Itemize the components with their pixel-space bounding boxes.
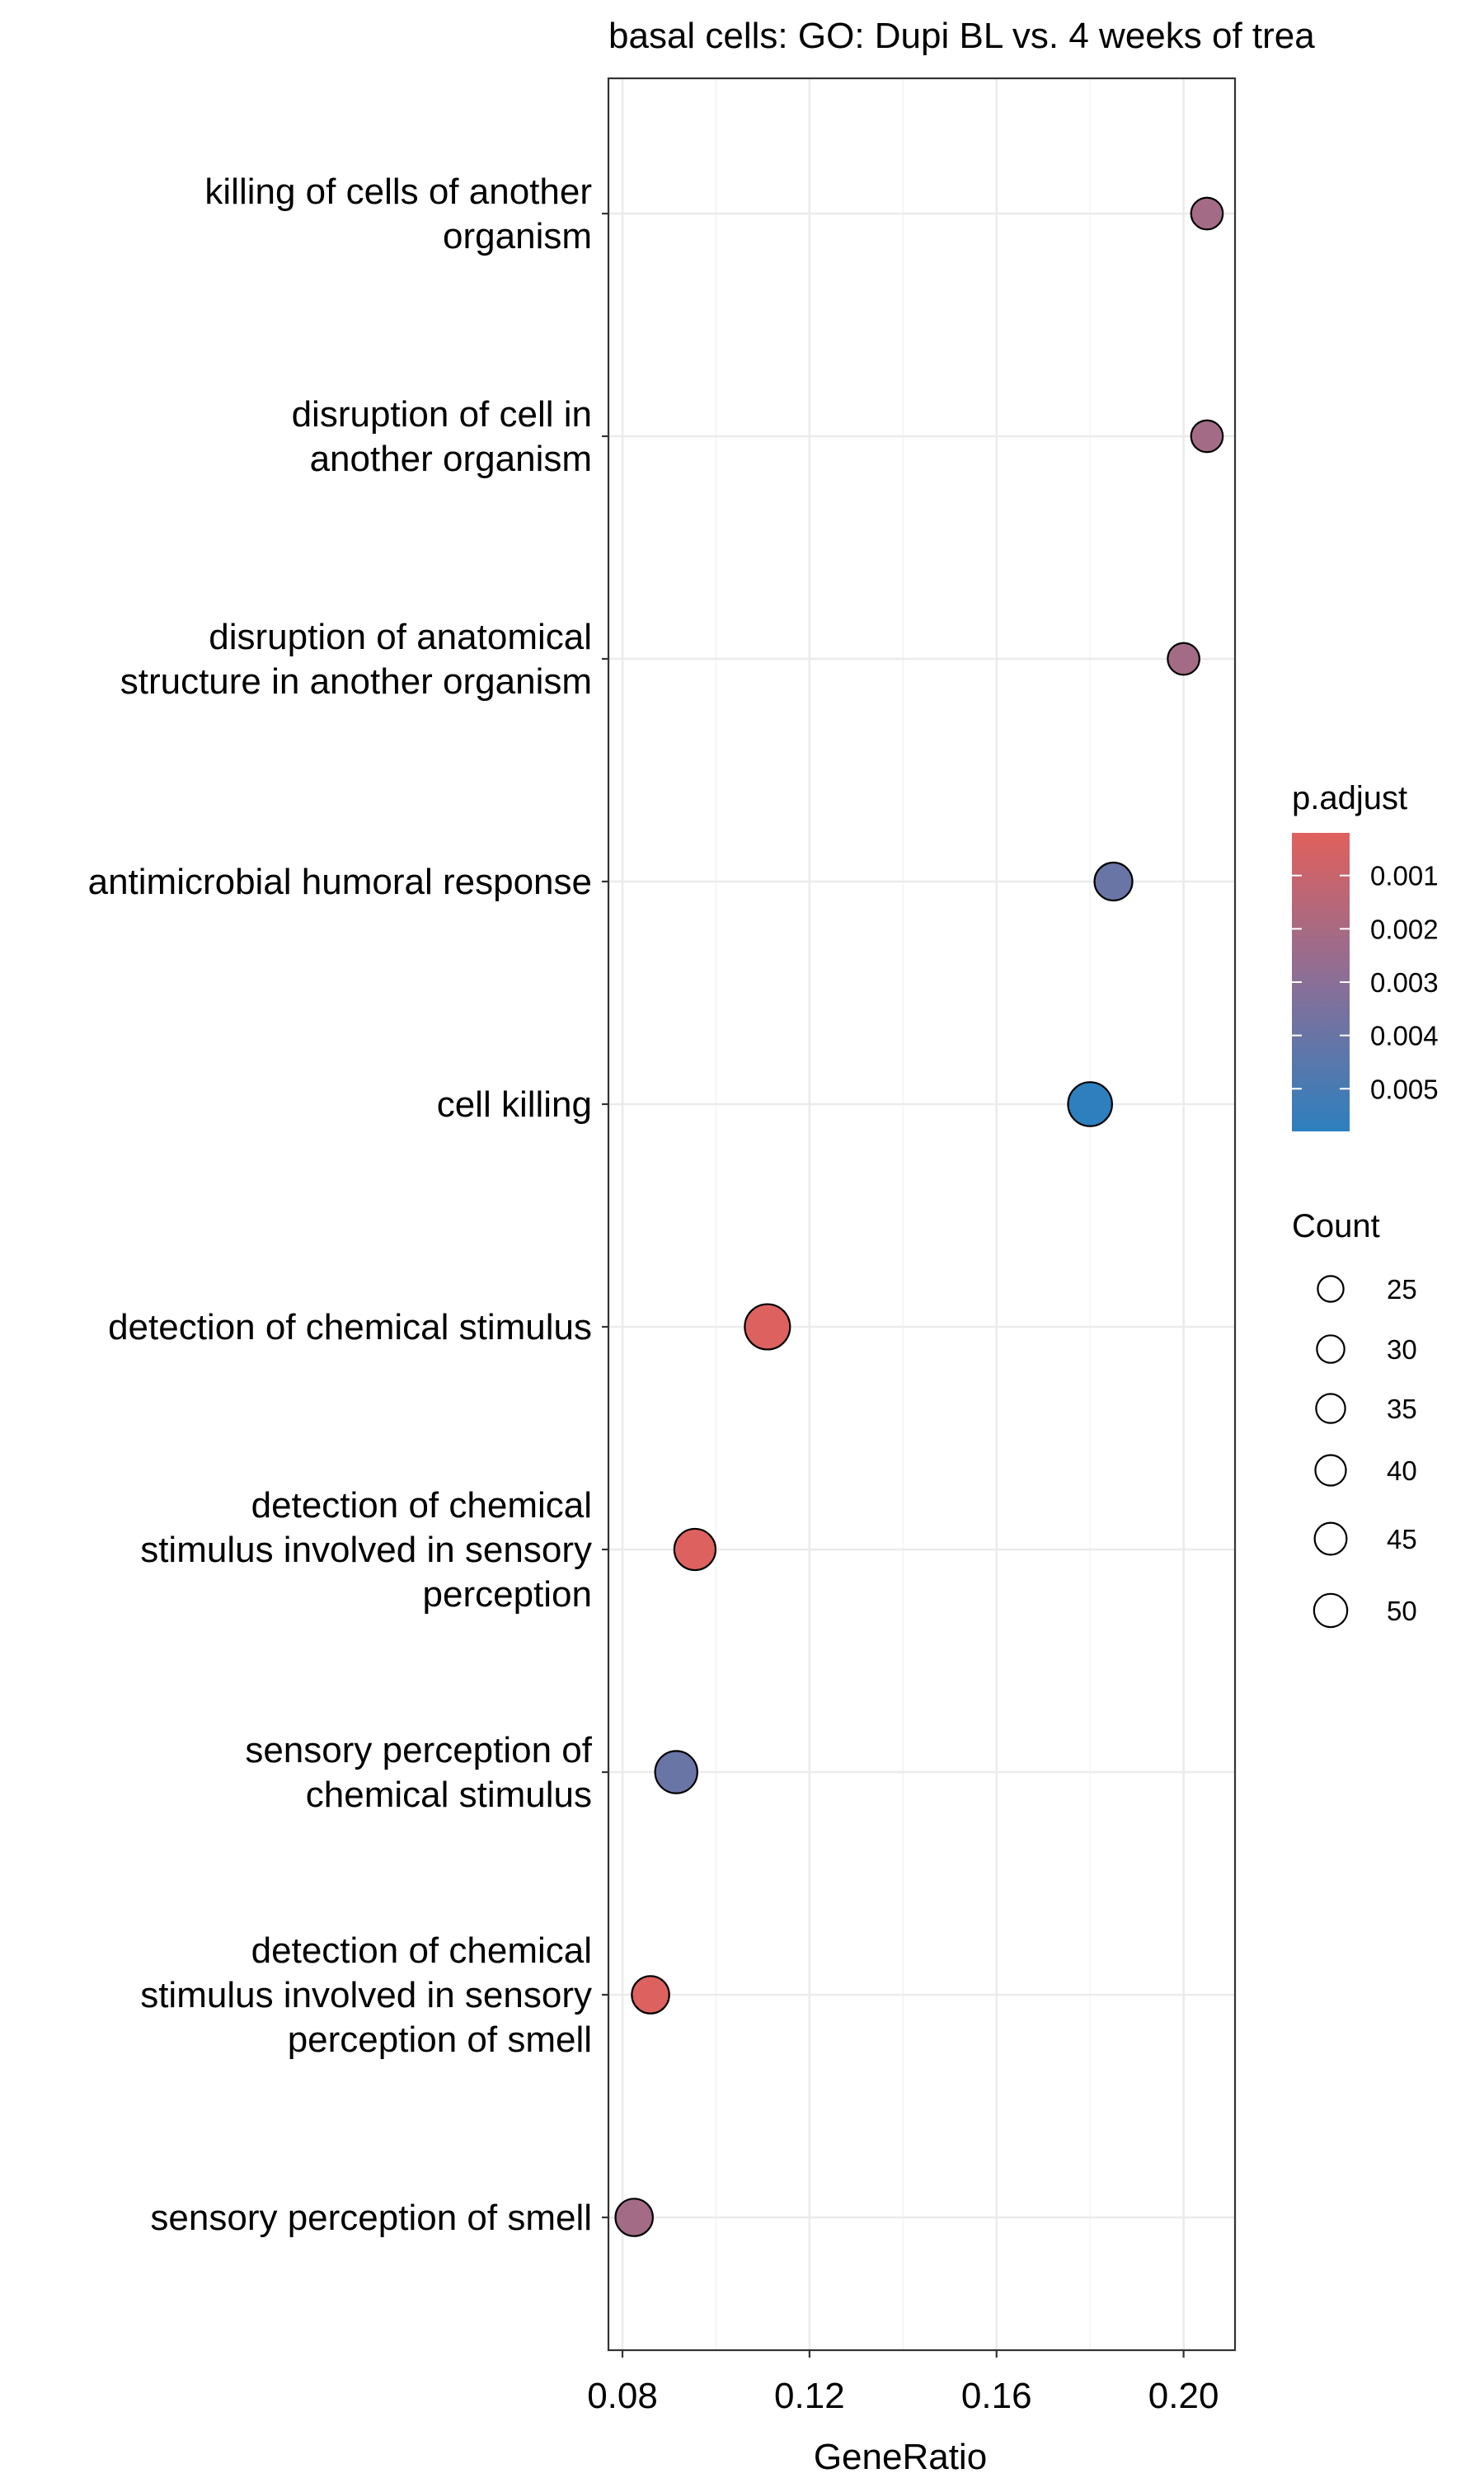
count-legend-label: 50	[1387, 1596, 1417, 1626]
x-axis-tick-label: 0.20	[1148, 2376, 1219, 2416]
y-axis-category-label: antimicrobial humoral response	[88, 862, 592, 902]
gridlines	[608, 78, 1235, 2350]
p-adjust-legend: p.adjust 0.001 0.002 0.003 0.004 0.005	[1292, 780, 1439, 1131]
y-axis-category-label: detection of chemical stimulus involved i…	[140, 1930, 592, 2060]
p-adjust-legend-title: p.adjust	[1292, 780, 1407, 816]
chart-title: basal cells: GO: Dupi BL vs. 4 weeks of …	[608, 16, 1315, 56]
colorbar-tick-label: 0.005	[1370, 1074, 1439, 1104]
count-legend-label: 35	[1387, 1394, 1417, 1424]
count-legend-key	[1315, 1393, 1346, 1424]
plot-panel	[608, 78, 1235, 2350]
data-point	[673, 1527, 717, 1572]
y-axis-category-label: sensory perception of smell	[150, 2198, 592, 2238]
count-legend-key	[1316, 1334, 1345, 1364]
y-axis-category-label-line: detection of chemical stimulus	[108, 1307, 592, 1347]
y-axis-category-label: killing of cells of another organism	[204, 172, 592, 256]
data-point	[654, 1750, 698, 1794]
colorbar-tick-label: 0.004	[1370, 1021, 1439, 1051]
count-legend-key	[1317, 1275, 1345, 1303]
data-points	[614, 196, 1224, 2237]
x-axis-title: GeneRatio	[814, 2437, 987, 2474]
y-axis-category-label-line: organism	[443, 216, 592, 256]
y-axis-category-label: cell killing	[437, 1084, 592, 1125]
y-axis-category-label-line: perception of smell	[288, 2020, 592, 2060]
x-axis-tick-label: 0.08	[587, 2376, 658, 2416]
y-axis-category-label-line: disruption of cell in	[292, 394, 592, 435]
y-axis-category-label-line: structure in another organism	[120, 661, 592, 702]
data-point	[744, 1303, 791, 1351]
y-axis-category-label: disruption of anatomical structure in ano…	[120, 617, 592, 702]
count-legend-key	[1314, 1454, 1347, 1487]
x-axis: 0.08 0.12 0.16 0.20	[587, 2350, 1219, 2416]
data-point	[1190, 196, 1224, 231]
y-axis-category-label-line: perception	[423, 1574, 592, 1615]
y-axis-category-label-line: another organism	[310, 439, 592, 479]
y-axis-category-label-line: cell killing	[437, 1084, 592, 1125]
data-point	[1190, 419, 1224, 454]
data-point	[1093, 861, 1134, 902]
y-axis-category-label-line: detection of chemical	[251, 1485, 592, 1526]
colorbar-tick-label: 0.003	[1370, 967, 1439, 998]
count-legend-key	[1313, 1521, 1348, 1556]
y-axis: killing of cells of another organism disru…	[88, 172, 608, 2238]
colorbar-tick-label: 0.001	[1370, 861, 1439, 891]
count-legend-key	[1313, 1592, 1349, 1629]
y-axis-category-label: detection of chemical stimulus	[108, 1307, 592, 1347]
y-axis-category-label-line: killing of cells of another	[204, 172, 592, 212]
x-axis-tick-label: 0.16	[961, 2376, 1032, 2416]
count-legend-label: 25	[1387, 1274, 1417, 1305]
data-point	[1167, 642, 1200, 676]
count-legend-label: 45	[1387, 1524, 1417, 1554]
y-axis-category-label-line: sensory perception of	[245, 1730, 592, 1770]
y-axis-category-label-line: chemical stimulus	[306, 1775, 592, 1815]
y-axis-category-label-line: stimulus involved in sensory	[140, 1975, 592, 2015]
count-legend-label: 30	[1387, 1334, 1417, 1365]
y-axis-category-label-line: disruption of anatomical	[209, 617, 592, 657]
y-axis-category-label-line: sensory perception of smell	[150, 2198, 592, 2238]
data-point	[614, 2198, 654, 2237]
y-axis-category-label: disruption of cell in another organism	[292, 394, 592, 479]
y-axis-category-label-line: detection of chemical	[251, 1930, 592, 1971]
data-point	[631, 1975, 670, 2015]
plot-border	[607, 77, 1237, 2352]
y-axis-category-label: sensory perception of chemical stimulus	[245, 1730, 592, 1815]
colorbar-tick-label: 0.002	[1370, 914, 1439, 944]
x-axis-tick-label: 0.12	[774, 2376, 845, 2416]
count-legend-title: Count	[1292, 1208, 1380, 1244]
data-point	[1067, 1081, 1113, 1127]
y-axis-category-label: detection of chemical stimulus involved i…	[140, 1485, 592, 1615]
y-axis-category-label-line: stimulus involved in sensory	[140, 1530, 592, 1570]
y-axis-category-label-line: antimicrobial humoral response	[88, 862, 592, 902]
count-legend-label: 40	[1387, 1455, 1417, 1486]
count-legend: Count 25 30 35 40 45 50	[1292, 1208, 1417, 1629]
